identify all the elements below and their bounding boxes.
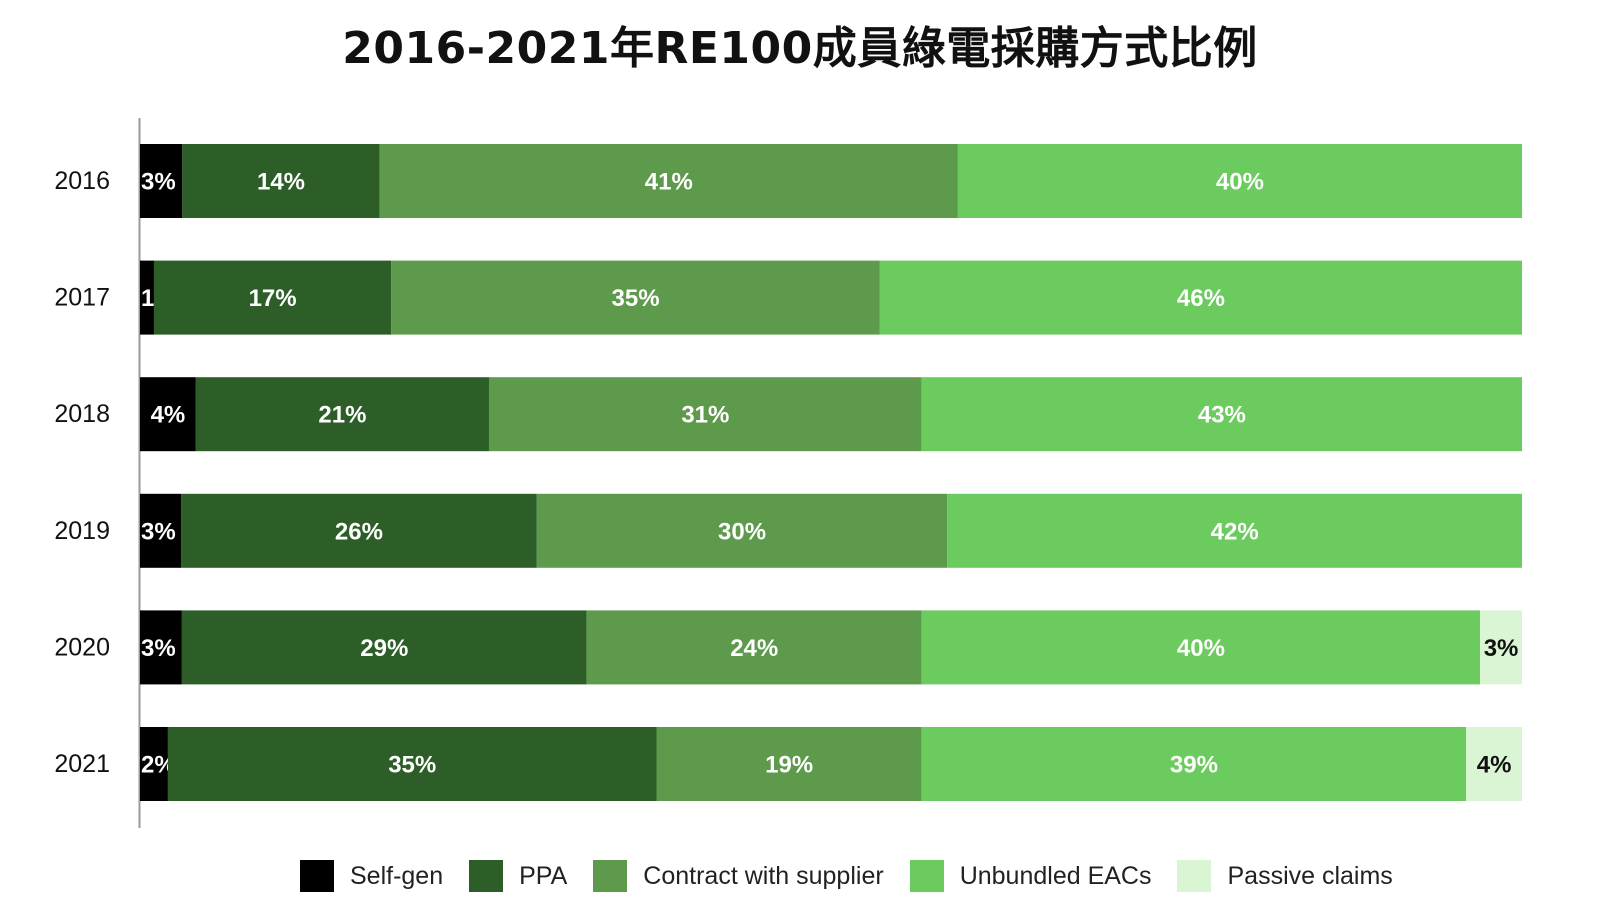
data-label-2021-ppa: 35% xyxy=(388,752,436,779)
legend-label: Unbundled EACs xyxy=(959,861,1152,890)
legend-swatch xyxy=(469,860,504,892)
bar-2016-contract-with-supplier xyxy=(379,144,958,218)
data-label-2018-contract-with-supplier: 31% xyxy=(681,402,729,429)
data-label-2019-self-gen: 3% xyxy=(141,518,176,545)
data-label-2018-self-gen: 4% xyxy=(151,402,186,429)
legend-swatch xyxy=(1177,860,1212,892)
legend-label: Passive claims xyxy=(1227,861,1393,890)
bar-2020-contract-with-supplier xyxy=(586,610,922,685)
data-label-2017-ppa: 17% xyxy=(249,285,297,312)
legend-item-ppa: PPA xyxy=(469,860,567,892)
bar-2016-self-gen xyxy=(140,144,183,218)
bar-2018-contract-with-supplier xyxy=(488,377,922,452)
data-label-2016-unbundled-eacs: 40% xyxy=(1216,169,1264,196)
legend-swatch xyxy=(593,860,628,892)
y-tick-label-2020: 2020 xyxy=(54,633,110,661)
data-label-2018-unbundled-eacs: 43% xyxy=(1198,402,1246,429)
bar-2021-unbundled-eacs xyxy=(921,727,1467,801)
data-label-2016-contract-with-supplier: 41% xyxy=(645,169,693,196)
data-label-2020-passive-claims: 3% xyxy=(1484,635,1519,662)
bar-2020-passive-claims xyxy=(1480,610,1522,685)
legend-label: Contract with supplier xyxy=(643,861,884,890)
bar-2018-unbundled-eacs xyxy=(921,377,1522,452)
bar-2021-self-gen xyxy=(140,727,168,801)
bar-2020-ppa xyxy=(181,610,587,685)
bar-2019-unbundled-eacs xyxy=(947,493,1522,568)
data-label-2017-contract-with-supplier: 35% xyxy=(612,285,660,312)
bar-2020-unbundled-eacs xyxy=(921,610,1481,685)
bar-2021-passive-claims xyxy=(1466,727,1522,801)
y-tick-label-2019: 2019 xyxy=(54,517,110,545)
data-label-2016-self-gen: 3% xyxy=(141,169,176,196)
data-label-2016-ppa: 14% xyxy=(257,169,305,196)
legend-item-contract-with-supplier: Contract with supplier xyxy=(593,860,884,892)
bar-2017-unbundled-eacs xyxy=(879,260,1522,335)
y-tick-label-2021: 2021 xyxy=(54,750,110,778)
data-label-2019-contract-with-supplier: 30% xyxy=(718,518,766,545)
y-tick-label-2016: 2016 xyxy=(54,167,110,195)
legend-label: Self-gen xyxy=(350,861,444,890)
data-label-2020-self-gen: 3% xyxy=(141,635,176,662)
data-label-2019-unbundled-eacs: 42% xyxy=(1211,518,1259,545)
bar-2017-self-gen xyxy=(140,260,154,335)
data-label-2020-ppa: 29% xyxy=(360,635,408,662)
legend-item-self-gen: Self-gen xyxy=(300,860,443,892)
data-label-2020-unbundled-eacs: 40% xyxy=(1177,635,1225,662)
bar-2017-ppa xyxy=(153,260,392,335)
bar-2021-contract-with-supplier xyxy=(656,727,922,801)
bar-2017-contract-with-supplier xyxy=(391,260,880,335)
chart-title: 2016-2021年RE100成員綠電採購方式比例 xyxy=(342,23,1258,74)
bar-2019-ppa xyxy=(181,493,537,568)
data-label-2021-passive-claims: 4% xyxy=(1477,752,1512,779)
bar-2020-self-gen xyxy=(140,610,182,685)
legend-swatch xyxy=(300,860,334,892)
bars-group: 3%14%41%40%1%17%35%46%4%21%31%43%3%26%30… xyxy=(140,144,1522,801)
data-label-2021-contract-with-supplier: 19% xyxy=(765,752,813,779)
data-label-2021-unbundled-eacs: 39% xyxy=(1170,752,1218,779)
bar-2021-ppa xyxy=(167,727,657,801)
legend-item-unbundled-eacs: Unbundled EACs xyxy=(909,860,1152,892)
y-tick-labels: 2016 2017 2018 2019 2020 2021 xyxy=(54,167,110,778)
data-label-2018-ppa: 21% xyxy=(318,402,366,429)
bar-2016-ppa xyxy=(182,144,380,218)
bar-2016-unbundled-eacs xyxy=(957,144,1522,218)
bar-2019-self-gen xyxy=(140,493,182,568)
data-label-2020-contract-with-supplier: 24% xyxy=(730,635,778,662)
data-label-2017-unbundled-eacs: 46% xyxy=(1177,285,1225,312)
bar-2018-ppa xyxy=(195,377,489,452)
bar-2019-contract-with-supplier xyxy=(536,493,948,568)
legend-item-passive-claims: Passive claims xyxy=(1177,860,1393,892)
legend-label: PPA xyxy=(519,861,568,890)
y-tick-label-2018: 2018 xyxy=(54,400,110,428)
legend: Self-gen PPA Contract with supplier Unbundl… xyxy=(300,858,1393,894)
bar-2018-self-gen xyxy=(140,377,196,452)
data-label-2019-ppa: 26% xyxy=(335,518,383,545)
legend-swatch xyxy=(909,860,944,892)
y-tick-label-2017: 2017 xyxy=(54,284,110,312)
